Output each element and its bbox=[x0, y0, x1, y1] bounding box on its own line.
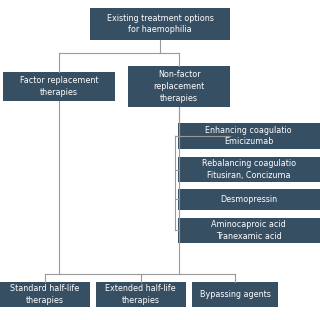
Text: Extended half-life
therapies: Extended half-life therapies bbox=[106, 284, 176, 305]
Text: Standard half-life
therapies: Standard half-life therapies bbox=[10, 284, 79, 305]
FancyBboxPatch shape bbox=[178, 189, 320, 210]
Text: Rebalancing coagulatio
Fitusiran, Concizuma: Rebalancing coagulatio Fitusiran, Conciz… bbox=[202, 159, 296, 180]
FancyBboxPatch shape bbox=[96, 282, 186, 307]
FancyBboxPatch shape bbox=[3, 72, 115, 101]
FancyBboxPatch shape bbox=[0, 282, 90, 307]
FancyBboxPatch shape bbox=[178, 123, 320, 149]
Text: Existing treatment options
for haemophilia: Existing treatment options for haemophil… bbox=[107, 13, 213, 34]
Text: Factor replacement
therapies: Factor replacement therapies bbox=[20, 76, 99, 97]
Text: Bypassing agents: Bypassing agents bbox=[200, 290, 271, 299]
Text: Aminocaproic acid
Tranexamic acid: Aminocaproic acid Tranexamic acid bbox=[212, 220, 286, 241]
Text: Enhancing coagulatio
Emicizumab: Enhancing coagulatio Emicizumab bbox=[205, 125, 292, 146]
FancyBboxPatch shape bbox=[178, 218, 320, 243]
FancyBboxPatch shape bbox=[128, 66, 230, 107]
Text: Desmopressin: Desmopressin bbox=[220, 195, 277, 204]
FancyBboxPatch shape bbox=[178, 157, 320, 182]
Text: Non-factor
replacement
therapies: Non-factor replacement therapies bbox=[154, 70, 205, 103]
FancyBboxPatch shape bbox=[90, 8, 230, 40]
FancyBboxPatch shape bbox=[192, 282, 278, 307]
